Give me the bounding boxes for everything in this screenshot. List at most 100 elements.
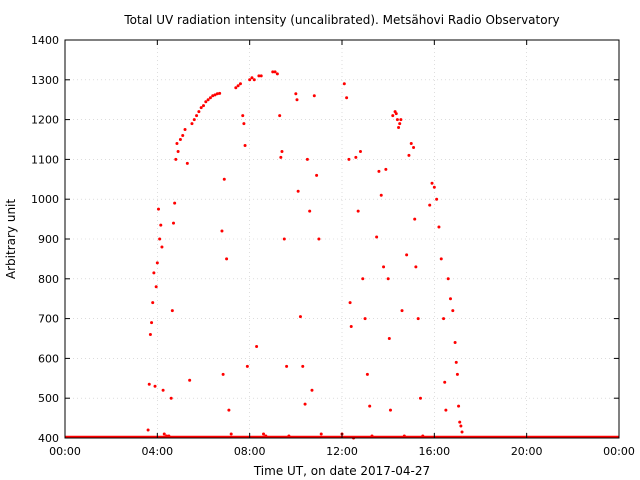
data-point bbox=[282, 237, 286, 241]
chart-title: Total UV radiation intensity (uncalibrat… bbox=[123, 13, 559, 27]
data-point bbox=[255, 344, 259, 348]
data-point bbox=[354, 155, 358, 159]
data-point bbox=[394, 112, 398, 116]
data-point bbox=[173, 201, 177, 205]
data-point bbox=[399, 118, 403, 122]
y-axis-label: Arbitrary unit bbox=[4, 199, 18, 279]
data-point bbox=[448, 297, 452, 301]
data-point bbox=[188, 378, 192, 382]
data-point bbox=[428, 203, 432, 207]
data-point bbox=[298, 315, 302, 319]
data-point bbox=[171, 221, 175, 225]
data-point bbox=[151, 301, 155, 305]
data-point bbox=[303, 402, 307, 406]
x-tick-label: 00:00 bbox=[49, 445, 81, 458]
data-point bbox=[386, 277, 390, 281]
data-point bbox=[397, 126, 401, 130]
data-point bbox=[199, 106, 203, 110]
data-point bbox=[208, 96, 212, 100]
data-point bbox=[154, 285, 158, 289]
data-point bbox=[305, 157, 309, 161]
data-point bbox=[220, 229, 224, 233]
data-point bbox=[211, 94, 215, 98]
data-point bbox=[174, 157, 178, 161]
data-point bbox=[457, 404, 461, 408]
data-point bbox=[206, 98, 210, 102]
data-point bbox=[250, 76, 254, 80]
data-point bbox=[183, 128, 187, 132]
data-point bbox=[402, 434, 406, 438]
grid-lines bbox=[65, 40, 619, 438]
data-point bbox=[279, 155, 283, 159]
y-tick-label: 400 bbox=[38, 432, 59, 445]
data-point bbox=[294, 92, 298, 96]
data-point bbox=[148, 333, 152, 337]
data-point bbox=[395, 118, 399, 122]
data-point bbox=[416, 317, 420, 321]
data-point bbox=[437, 225, 441, 229]
data-point bbox=[400, 309, 404, 313]
data-point bbox=[348, 301, 352, 305]
data-point bbox=[147, 382, 151, 386]
data-point bbox=[432, 185, 436, 189]
data-point bbox=[195, 114, 199, 118]
data-point bbox=[280, 149, 284, 153]
data-point bbox=[215, 92, 219, 96]
data-point bbox=[377, 169, 381, 173]
data-point bbox=[296, 189, 300, 193]
data-point bbox=[295, 98, 299, 102]
x-tick-label: 04:00 bbox=[141, 445, 173, 458]
x-tick-label: 16:00 bbox=[418, 445, 450, 458]
data-point bbox=[287, 434, 291, 438]
data-point bbox=[451, 309, 455, 313]
data-point bbox=[421, 434, 425, 438]
x-tick-label: 08:00 bbox=[234, 445, 266, 458]
data-point bbox=[409, 141, 413, 145]
data-point bbox=[308, 209, 312, 213]
data-point bbox=[178, 138, 182, 141]
data-point bbox=[225, 257, 229, 261]
data-point bbox=[153, 384, 157, 388]
data-point bbox=[368, 404, 372, 408]
data-point bbox=[413, 217, 417, 221]
y-tick-label: 500 bbox=[38, 392, 59, 405]
x-axis-label: Time UT, on date 2017-04-27 bbox=[253, 464, 430, 478]
data-point bbox=[342, 82, 346, 86]
data-point bbox=[204, 100, 208, 104]
data-point bbox=[412, 145, 416, 149]
data-point bbox=[460, 430, 464, 434]
data-point bbox=[453, 340, 457, 344]
data-point bbox=[278, 114, 282, 118]
data-point bbox=[391, 114, 395, 118]
data-point bbox=[229, 432, 233, 436]
data-point bbox=[161, 388, 165, 392]
data-point bbox=[459, 424, 463, 428]
data-point bbox=[407, 153, 411, 157]
data-point bbox=[222, 177, 226, 181]
data-point bbox=[382, 265, 386, 269]
y-tick-label: 1100 bbox=[31, 153, 59, 166]
data-point bbox=[317, 237, 321, 241]
data-point bbox=[444, 408, 448, 412]
data-point bbox=[243, 143, 247, 147]
data-point bbox=[443, 380, 447, 384]
data-point bbox=[405, 253, 409, 257]
data-point bbox=[234, 86, 238, 90]
data-point bbox=[358, 149, 362, 153]
data-point bbox=[238, 82, 242, 86]
x-tick-label: 00:00 bbox=[603, 445, 635, 458]
data-point bbox=[363, 317, 367, 321]
y-tick-label: 700 bbox=[38, 313, 59, 326]
y-tick-label: 900 bbox=[38, 233, 59, 246]
data-point bbox=[414, 265, 418, 269]
data-point bbox=[264, 434, 268, 438]
data-point bbox=[245, 364, 249, 368]
data-point bbox=[361, 277, 365, 281]
data-point bbox=[379, 193, 383, 197]
data-point bbox=[262, 432, 266, 436]
data-point bbox=[347, 157, 351, 161]
data-point bbox=[370, 434, 374, 438]
data-point bbox=[146, 428, 150, 432]
data-point bbox=[162, 432, 166, 436]
